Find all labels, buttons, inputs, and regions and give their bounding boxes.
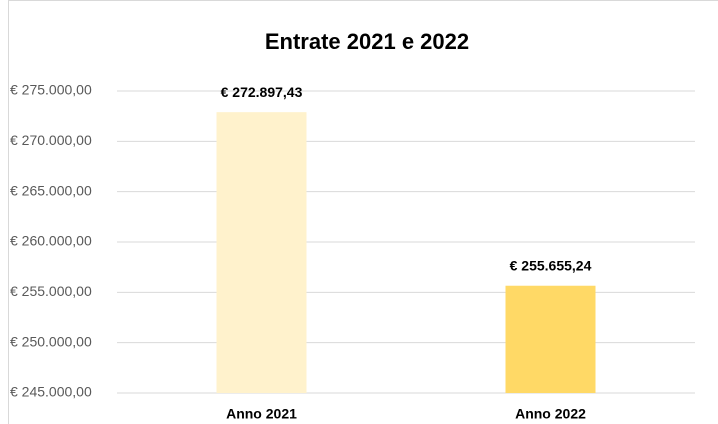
y-tick-label: € 250.000,00 xyxy=(10,333,92,349)
y-tick-label: € 265.000,00 xyxy=(10,182,92,198)
chart-title: Entrate 2021 e 2022 xyxy=(265,29,469,54)
y-tick-label: € 260.000,00 xyxy=(10,233,92,249)
y-tick-label: € 275.000,00 xyxy=(10,82,92,98)
chart-frame xyxy=(8,0,718,424)
data-label: € 255.655,24 xyxy=(510,257,592,273)
bar xyxy=(216,112,307,394)
y-tick-label: € 245.000,00 xyxy=(10,384,92,400)
bar xyxy=(505,285,596,393)
data-label: € 272.897,43 xyxy=(221,84,303,100)
y-tick-label: € 255.000,00 xyxy=(10,283,92,299)
x-tick-label: Anno 2021 xyxy=(226,406,297,422)
x-tick-label: Anno 2022 xyxy=(515,406,586,422)
y-tick-label: € 270.000,00 xyxy=(10,132,92,148)
